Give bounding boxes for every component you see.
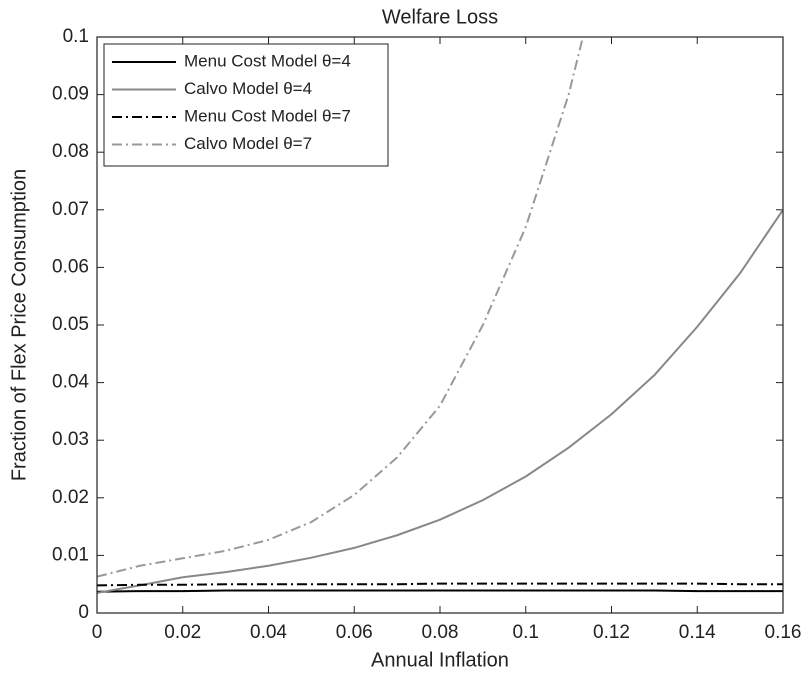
- x-tick-label: 0.08: [422, 622, 459, 643]
- y-tick-label: 0: [78, 602, 89, 623]
- plot-frame: [96, 36, 784, 614]
- y-tick-label: 0.1: [63, 26, 89, 47]
- chart-title: Welfare Loss: [382, 6, 498, 28]
- x-tick-label: 0.12: [593, 622, 630, 643]
- series-line: [97, 589, 783, 593]
- plot-lines: [97, 37, 783, 594]
- y-tick-label: 0.09: [52, 84, 89, 105]
- y-tick-label: 0.03: [52, 429, 89, 450]
- legend-box: [103, 43, 389, 167]
- x-axis-label: Annual Inflation: [371, 649, 509, 671]
- series-line: [97, 582, 783, 587]
- legend-label: Calvo Model θ=4: [184, 79, 312, 98]
- x-tick-label: 0: [92, 622, 103, 643]
- y-tick-label: 0.04: [52, 372, 89, 393]
- legend-label: Menu Cost Model θ=7: [184, 106, 351, 125]
- series-line: [97, 209, 783, 594]
- x-tick-label: 0.02: [164, 622, 201, 643]
- legend-label: Calvo Model θ=7: [184, 134, 312, 153]
- y-axis-label: Fraction of Flex Price Consumption: [8, 169, 30, 481]
- x-tick-label: 0.06: [336, 622, 373, 643]
- legend-label: Menu Cost Model θ=4: [184, 51, 351, 70]
- y-tick-label: 0.08: [52, 141, 89, 162]
- series-line: [97, 37, 584, 578]
- y-tick-label: 0.01: [52, 544, 89, 565]
- x-tick-label: 0.14: [679, 622, 716, 643]
- y-tick-label: 0.02: [52, 487, 89, 508]
- x-tick-label: 0.04: [250, 622, 287, 643]
- y-tick-label: 0.06: [52, 256, 89, 277]
- x-tick-label: 0.16: [765, 622, 802, 643]
- y-tick-label: 0.05: [52, 314, 89, 335]
- x-tick-label: 0.1: [513, 622, 539, 643]
- y-tick-label: 0.07: [52, 199, 89, 220]
